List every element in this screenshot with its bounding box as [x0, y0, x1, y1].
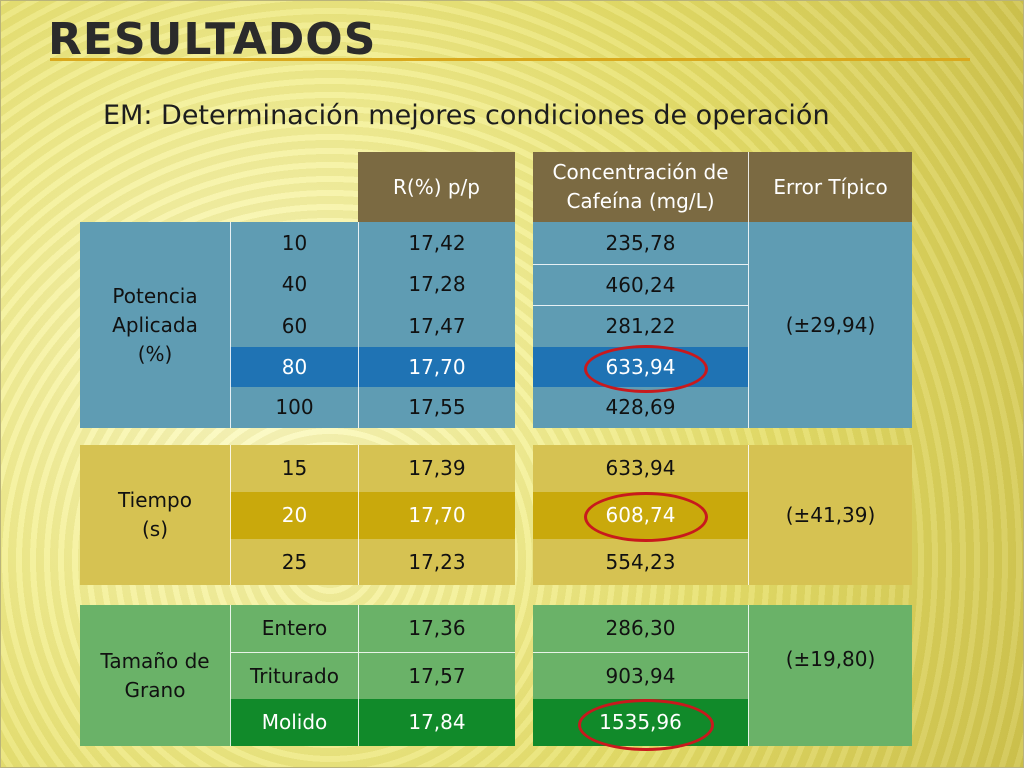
label-line: Tiempo — [118, 488, 192, 512]
table-cell-param: 100 — [230, 387, 358, 428]
table-cell-param-highlight: 80 — [230, 347, 358, 387]
table-cell-rendimiento: 17,28 — [358, 264, 515, 305]
table-cell-rendimiento-highlight: 17,70 — [358, 347, 515, 387]
label-line: (%) — [137, 341, 173, 366]
slide-subtitle: EM: Determinación mejores condiciones de… — [103, 100, 830, 131]
group-label-tamano: Tamaño de Grano — [80, 605, 230, 746]
table-cell-rendimiento: 17,55 — [358, 387, 515, 428]
table-cell-param: Entero — [230, 605, 358, 652]
highlight-circle — [584, 345, 708, 393]
table-cell-concentracion: 460,24 — [533, 264, 748, 305]
table-cell-rendimiento: 17,39 — [358, 445, 515, 492]
page-title: RESULTADOS — [48, 14, 377, 65]
table-cell-param: 10 — [230, 222, 358, 264]
table-cell-concentracion: 286,30 — [533, 605, 748, 652]
table-cell-error: (±19,80) — [748, 605, 912, 746]
table-cell-rendimiento: 17,47 — [358, 305, 515, 347]
title-underline — [50, 58, 970, 61]
table-cell-rendimiento-highlight: 17,70 — [358, 492, 515, 539]
table-cell-concentracion: 428,69 — [533, 387, 748, 428]
table-cell-concentracion: 633,94 — [533, 445, 748, 492]
table-cell-param: Triturado — [230, 652, 358, 699]
table-cell-param-highlight: Molido — [230, 699, 358, 746]
table-cell-param-highlight: 20 — [230, 492, 358, 539]
table-cell-param: 25 — [230, 539, 358, 585]
table-cell-rendimiento: 17,57 — [358, 652, 515, 699]
table-cell-concentracion: 235,78 — [533, 222, 748, 264]
table-cell-rendimiento: 17,42 — [358, 222, 515, 264]
table-cell-param: 15 — [230, 445, 358, 492]
table-cell-concentracion: 903,94 — [533, 652, 748, 699]
table-cell-error: (±41,39) — [748, 445, 912, 585]
header-rendimiento: R(%) p/p — [358, 152, 515, 222]
header-error-tipico: Error Típico — [748, 152, 912, 222]
table-cell-param: 40 — [230, 264, 358, 305]
table-cell-rendimiento: 17,36 — [358, 605, 515, 652]
highlight-circle — [584, 492, 708, 542]
group-label-potencia: Potencia Aplicada (%) — [80, 222, 230, 428]
table-cell-concentracion: 554,23 — [533, 539, 748, 585]
label-line: (s) — [141, 517, 169, 541]
highlight-circle — [578, 699, 714, 751]
label-line: Potencia — [112, 283, 198, 308]
group-label-tiempo: Tiempo (s) — [80, 445, 230, 585]
label-line: Tamaño de — [100, 648, 210, 673]
label-line: Aplicada — [112, 312, 198, 337]
table-cell-concentracion: 281,22 — [533, 305, 748, 347]
table-cell-param: 60 — [230, 305, 358, 347]
table-cell-rendimiento: 17,23 — [358, 539, 515, 585]
header-concentracion: Concentración de Cafeína (mg/L) — [533, 152, 748, 222]
table-cell-error: (±29,94) — [748, 222, 912, 428]
label-line: Grano — [124, 677, 186, 702]
table-cell-rendimiento-highlight: 17,84 — [358, 699, 515, 746]
